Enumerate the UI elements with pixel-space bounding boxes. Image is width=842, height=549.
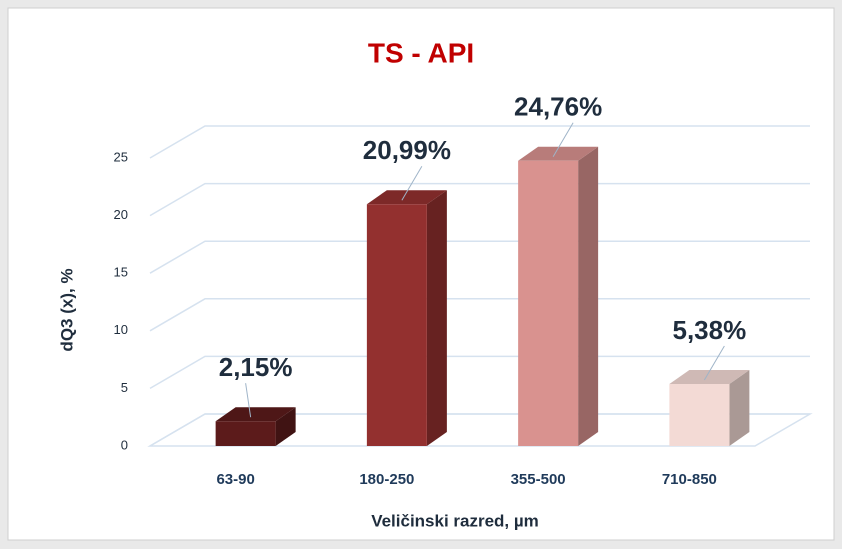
x-tick-label: 355-500 [511, 471, 566, 488]
chart-title: TS - API [368, 37, 474, 68]
grid-line [149, 413, 810, 447]
bar-top [669, 370, 750, 385]
x-tick-label: 710-850 [662, 471, 717, 488]
bar [366, 190, 447, 446]
y-tick-label: 5 [121, 380, 128, 395]
x-tick-label: 180-250 [359, 471, 414, 488]
bar-top [518, 146, 599, 161]
grid-line [149, 182, 810, 217]
bar-side [275, 407, 296, 446]
x-axis-label: Veličinski razred, µm [371, 511, 539, 530]
y-tick-label: 10 [114, 322, 128, 337]
data-label: 5,38% [673, 315, 747, 345]
bar-top [366, 190, 447, 205]
bar [518, 146, 599, 446]
grid-line [149, 240, 810, 274]
leader-line [245, 383, 252, 418]
y-tick-label: 25 [114, 149, 128, 164]
y-tick-label: 15 [114, 265, 128, 280]
bar-front [669, 384, 730, 446]
grid-line [149, 355, 810, 390]
data-label: 24,76% [514, 92, 602, 122]
bar-side [578, 146, 599, 446]
leader-line [552, 122, 574, 158]
y-tick-label: 0 [121, 437, 128, 452]
data-label: 20,99% [363, 135, 451, 165]
grid-line [149, 125, 810, 159]
grid-line [149, 298, 810, 332]
data-label: 2,15% [219, 352, 293, 382]
y-axis-label: dQ3 (x), % [57, 268, 76, 351]
y-tick-label: 20 [114, 207, 128, 222]
leader-line [401, 165, 423, 201]
x-tick-label: 63-90 [216, 471, 254, 488]
bar-front [518, 160, 579, 446]
bar-side [729, 370, 750, 446]
bar-top [215, 407, 296, 422]
bar-side [426, 190, 447, 446]
bar [215, 407, 296, 446]
bar [669, 370, 750, 446]
bar-front [366, 204, 427, 446]
bar-front [215, 421, 276, 446]
leader-line [703, 345, 725, 381]
